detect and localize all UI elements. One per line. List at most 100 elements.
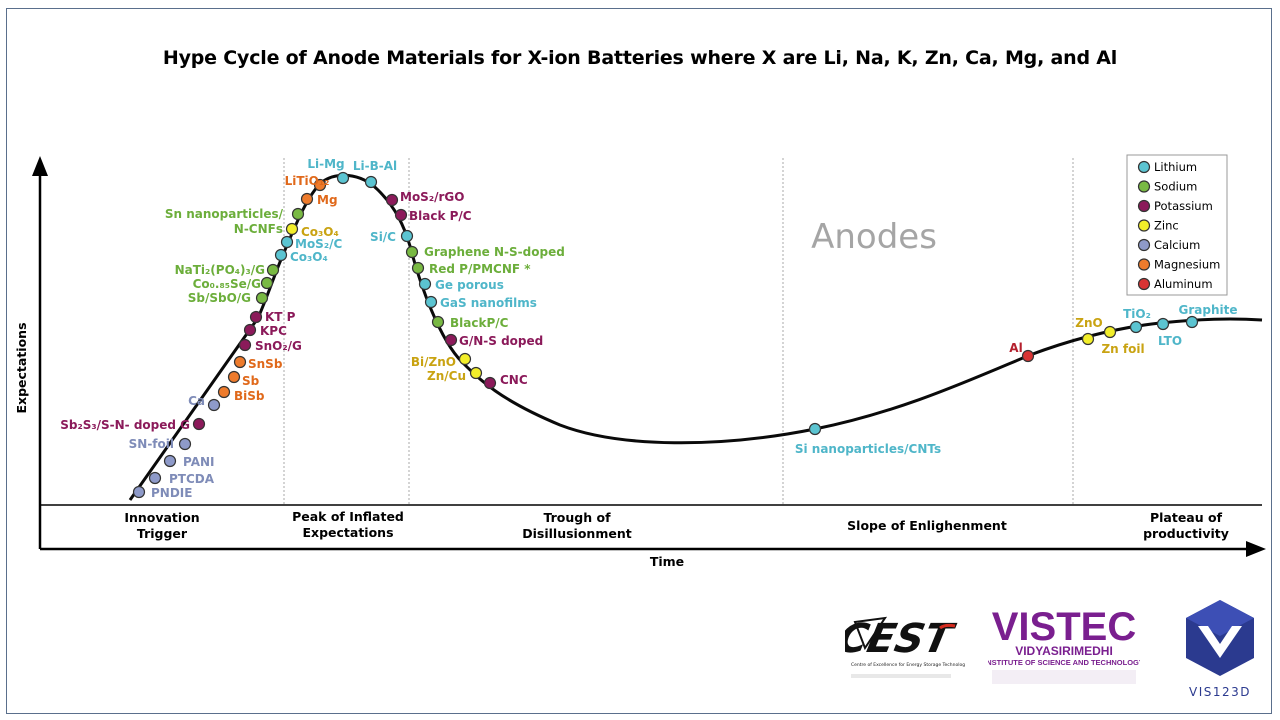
label-al: Al	[1009, 341, 1022, 355]
marker-co-o	[274, 248, 288, 262]
marker-sb-s-s-n-doped-g	[192, 417, 206, 431]
marker-tio	[1129, 320, 1143, 334]
legend-label-potassium: Potassium	[1154, 199, 1213, 213]
marker-bi-zno	[458, 352, 472, 366]
label-bi-zno: Bi/ZnO	[411, 355, 456, 369]
marker-sb	[227, 370, 241, 384]
label-li-b-al: Li-B-Al	[353, 159, 397, 173]
x-axis-arrow	[1246, 541, 1266, 557]
y-axis-arrow	[32, 156, 48, 176]
marker-mos-rgo	[385, 193, 399, 207]
label-co-o: Co₃O₄	[290, 250, 328, 264]
marker-li-b-al	[364, 175, 378, 189]
label-mos-c: MoS₂/C	[295, 237, 342, 251]
label-graphene-n-s-doped: Graphene N-S-doped	[424, 245, 565, 259]
marker-zno	[1081, 332, 1095, 346]
label-sb-sbo-g: Sb/SbO/G	[188, 291, 251, 305]
marker-red-p-pmcnf	[411, 261, 425, 275]
phase-label-trough: Trough of Disillusionment	[522, 510, 631, 541]
svg-text:VIDYASIRIMEDHI: VIDYASIRIMEDHI	[1015, 644, 1113, 658]
label-litio: LiTiO₁₂	[285, 174, 330, 188]
label-kt-p: KT P	[265, 310, 296, 324]
label-pndie: PNDIE	[151, 486, 192, 500]
phase-label-slope: Slope of Enlighenment	[847, 518, 1007, 533]
marker-sno-g	[238, 338, 252, 352]
label-zn-cu: Zn/Cu	[427, 369, 466, 383]
label-zno: ZnO	[1075, 316, 1102, 330]
phase-label-peak: Peak of Inflated Expectations	[292, 509, 404, 540]
label-co-o: Co₃O₄	[301, 225, 339, 239]
legend-marker-calcium	[1137, 238, 1151, 252]
legend-label-lithium: Lithium	[1154, 160, 1197, 174]
label-ptcda: PTCDA	[169, 472, 215, 486]
anodes-watermark: Anodes	[811, 217, 937, 257]
label-tio: TiO₂	[1123, 307, 1151, 321]
label-co-se-g: Co₀.₈₅Se/G	[193, 277, 261, 291]
marker-cnc	[483, 376, 497, 390]
label-gas-nanofilms: GaS nanofilms	[440, 296, 537, 310]
label-cnc: CNC	[500, 373, 528, 387]
diagram-title: Hype Cycle of Anode Materials for X-ion …	[162, 47, 1118, 69]
label-si-nanoparticles-cnts: Si nanoparticles/CNTs	[795, 442, 941, 456]
label-mg: Mg	[317, 193, 338, 207]
marker-snsb	[233, 355, 247, 369]
marker-si-c	[400, 229, 414, 243]
marker-sn-nanoparticles-n-cnfs	[291, 207, 305, 221]
x-axis-label: Time	[650, 554, 684, 569]
legend-label-zinc: Zinc	[1154, 219, 1179, 233]
vis123d-logo: VIS123D	[1180, 600, 1260, 700]
label-g-n-s-doped: G/N-S doped	[459, 334, 543, 348]
label-lto: LTO	[1158, 334, 1182, 348]
marker-blackp-c	[431, 315, 445, 329]
legend-marker-aluminum	[1137, 277, 1151, 291]
marker-gas-nanofilms	[424, 295, 438, 309]
label-mos-rgo: MoS₂/rGO	[400, 190, 464, 204]
marker-bisb	[217, 385, 231, 399]
label-bisb: BiSb	[234, 389, 265, 403]
marker-si-nanoparticles-cnts	[808, 422, 822, 436]
marker-ptcda	[148, 471, 162, 485]
legend-label-magnesium: Magnesium	[1154, 258, 1220, 272]
cest-logo: CEST Centre of Excellence for Energy Sto…	[834, 600, 968, 700]
label-blackp-c: BlackP/C	[450, 316, 509, 330]
marker-kt-p	[249, 310, 263, 324]
vistec-logo: VISTEC VIDYASIRIMEDHI INSTITUTE OF SCIEN…	[984, 600, 1144, 700]
legend-label-sodium: Sodium	[1154, 180, 1197, 194]
legend-marker-lithium	[1137, 160, 1151, 174]
marker-mg	[300, 192, 314, 206]
marker-ca	[207, 398, 221, 412]
legend-marker-potassium	[1137, 199, 1151, 213]
label-si-c: Si/C	[370, 230, 396, 244]
legend-marker-zinc	[1137, 219, 1151, 232]
marker-sn-foil	[178, 437, 192, 451]
marker-ge-porous	[418, 277, 432, 291]
legend-marker-sodium	[1137, 180, 1151, 193]
label-ge-porous: Ge porous	[435, 278, 504, 292]
label-zn-foil: Zn foil	[1101, 342, 1144, 356]
marker-al	[1021, 349, 1035, 363]
legend-label-calcium: Calcium	[1154, 238, 1200, 252]
label-ca: Ca	[188, 394, 205, 408]
label-red-p-pmcnf: Red P/PMCNF *	[429, 262, 531, 276]
label-kpc: KPC	[260, 324, 287, 338]
phase-label-innovation: Innovation Trigger	[124, 510, 199, 541]
marker-li-mg	[336, 171, 350, 185]
label-snsb: SnSb	[248, 357, 283, 371]
marker-kpc	[243, 323, 257, 337]
marker-co-o	[285, 222, 299, 236]
marker-zn-foil	[1103, 325, 1117, 339]
marker-pndie	[132, 485, 146, 499]
label-nati-po-g: NaTi₂(PO₄)₃/G	[175, 263, 265, 277]
marker-litio	[313, 178, 327, 192]
marker-co-se-g	[260, 276, 274, 290]
svg-text:VIS123D: VIS123D	[1189, 685, 1251, 699]
slide-frame	[6, 8, 1272, 714]
marker-lto	[1156, 317, 1170, 331]
label-sb-s-s-n-doped-g: Sb₂S₃/S-N- doped G	[60, 418, 190, 432]
marker-g-n-s-doped	[444, 333, 458, 347]
marker-sb-sbo-g	[255, 291, 269, 305]
phase-label-plateau: Plateau of productivity	[1143, 510, 1229, 541]
marker-black-p-c	[394, 208, 408, 222]
label-sno-g: SnO₂/G	[255, 339, 302, 353]
